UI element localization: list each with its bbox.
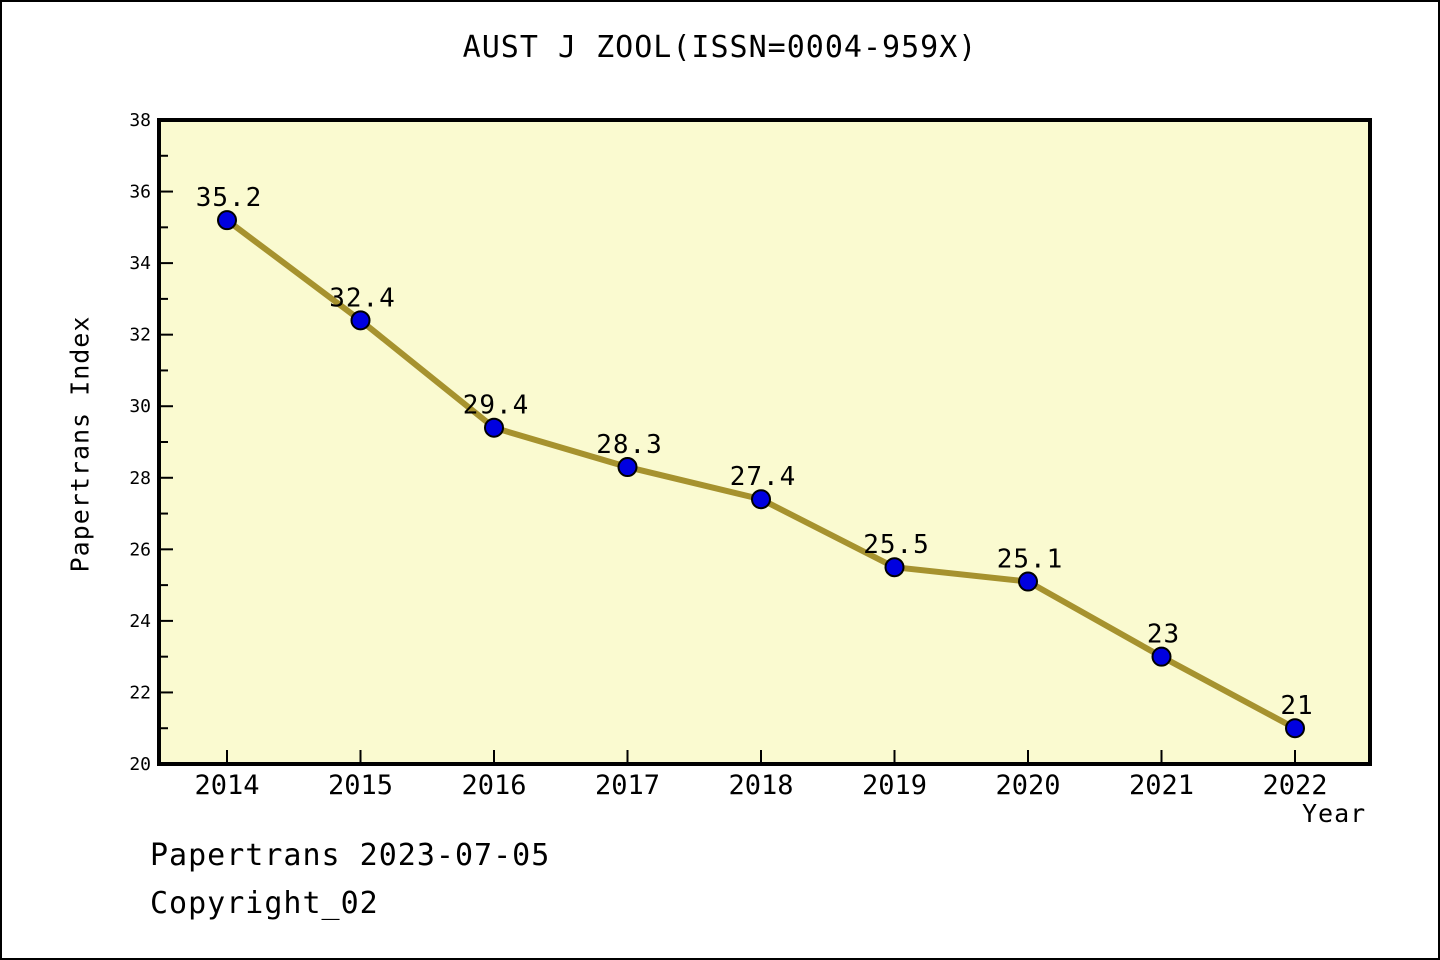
chart-title: AUST J ZOOL(ISSN=0004-959X) — [462, 30, 978, 65]
data-point-label: 29.4 — [463, 391, 530, 421]
data-point — [1285, 718, 1305, 739]
y-tick-label: 24 — [129, 611, 151, 632]
data-point-label: 25.5 — [863, 530, 930, 560]
data-point — [217, 210, 237, 231]
y-tick-label: 38 — [129, 110, 151, 131]
data-point — [1151, 646, 1172, 667]
data-point — [884, 557, 905, 578]
y-tick-label: 34 — [129, 253, 151, 274]
y-tick-label: 28 — [129, 468, 151, 489]
data-point — [350, 310, 371, 331]
data-point-label: 25.1 — [997, 545, 1064, 575]
x-tick-label: 2020 — [995, 770, 1060, 801]
data-point — [617, 457, 638, 478]
y-tick-label: 20 — [129, 754, 151, 775]
data-point-label: 27.4 — [730, 462, 797, 492]
y-tick-label: 32 — [129, 325, 151, 346]
x-tick-label: 2019 — [862, 770, 927, 801]
plot-background — [157, 118, 1372, 766]
x-tick-label: 2018 — [728, 770, 793, 801]
data-point — [1018, 571, 1038, 592]
data-point-label: 32.4 — [329, 283, 396, 313]
x-tick-label: 2022 — [1262, 770, 1327, 801]
data-point-label: 23 — [1147, 620, 1180, 650]
y-tick-label: 22 — [129, 682, 151, 703]
x-tick-label: 2016 — [461, 770, 526, 801]
data-point — [484, 417, 504, 438]
footer-copyright: Copyright_02 — [150, 886, 379, 921]
data-point-label: 21 — [1280, 691, 1313, 721]
footer-source-date: Papertrans 2023-07-05 — [150, 838, 551, 873]
x-tick-label: 2021 — [1129, 770, 1194, 801]
x-tick-label: 2014 — [194, 770, 259, 801]
y-tick-label: 36 — [129, 182, 151, 203]
x-tick-label: 2017 — [595, 770, 660, 801]
y-tick-label: 26 — [129, 539, 151, 560]
x-tick-label: 2015 — [328, 770, 393, 801]
data-point-label: 35.2 — [196, 183, 263, 213]
x-axis-title: Year — [1302, 799, 1367, 828]
y-tick-label: 30 — [129, 396, 151, 417]
data-point-label: 28.3 — [596, 430, 663, 460]
data-point — [751, 489, 771, 510]
